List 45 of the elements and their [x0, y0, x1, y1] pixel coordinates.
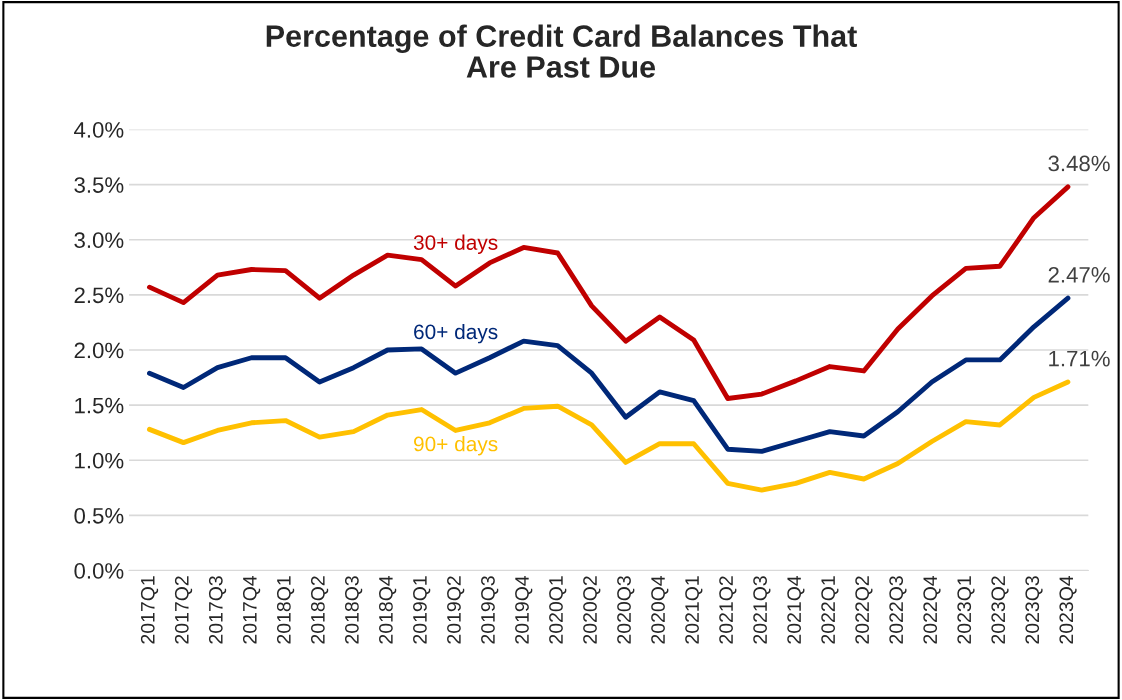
x-tick-label: 2021Q3 — [753, 576, 771, 644]
y-tick-label: 3.0% — [74, 232, 124, 249]
line-series — [147, 379, 1071, 493]
x-tick-label: 2022Q2 — [855, 576, 873, 644]
data-label: 1.71% — [1049, 350, 1110, 367]
x-tick-label: 2020Q3 — [617, 576, 635, 644]
x-tick-label: 2023Q4 — [1059, 575, 1077, 644]
chart-title: Percentage of Credit Card Balances That Are Past Due — [266, 24, 857, 78]
x-tick-label: 2018Q3 — [345, 576, 363, 644]
x-tick-label: 2023Q2 — [991, 576, 1009, 644]
x-tick-label: 2020Q4 — [651, 575, 669, 644]
x-tick-label: 2018Q1 — [276, 576, 295, 644]
x-tick-label: 2022Q3 — [889, 576, 907, 644]
x-tick-label: 2020Q2 — [583, 576, 601, 644]
y-tick-label: 2.5% — [74, 287, 124, 304]
x-tick-label: 2017Q1 — [140, 576, 159, 644]
x-tick-label: 2021Q1 — [685, 576, 703, 644]
x-tick-label: 2019Q3 — [481, 576, 499, 644]
x-tick-label: 2017Q2 — [174, 576, 193, 644]
y-tick-label: 0.5% — [74, 507, 124, 524]
x-tick-label: 2018Q2 — [310, 576, 329, 644]
x-tick-label: 2019Q1 — [413, 576, 431, 644]
x-tick-label: 2023Q3 — [1025, 576, 1043, 644]
x-tick-label: 2020Q1 — [549, 576, 567, 644]
y-tick-label: 0.0% — [74, 563, 124, 579]
x-tick-label: 2022Q1 — [821, 576, 839, 644]
series-label: 90+ days — [414, 436, 498, 456]
data-label: 2.47% — [1048, 266, 1110, 283]
series-label: 30+ days — [413, 234, 498, 255]
x-tick-label: 2019Q4 — [515, 575, 533, 644]
x-tick-label: 2021Q2 — [719, 576, 737, 644]
x-tick-label: 2019Q2 — [447, 576, 465, 644]
x-tick-label: 2022Q4 — [923, 575, 941, 644]
y-tick-label: 3.5% — [74, 177, 124, 193]
data-label: 3.48% — [1048, 155, 1110, 172]
x-tick-label: 2021Q4 — [787, 575, 805, 644]
series-label: 60+ days — [414, 323, 498, 344]
x-tick-label: 2023Q1 — [957, 576, 975, 644]
x-tick-label: 2017Q3 — [208, 576, 227, 644]
x-tick-label: 2017Q4 — [242, 575, 261, 644]
x-tick-label: 2018Q4 — [379, 575, 397, 644]
y-tick-label: 4.0% — [74, 122, 124, 138]
y-tick-label: 1.5% — [75, 397, 124, 414]
y-tick-label: 2.0% — [74, 342, 124, 359]
y-tick-label: 1.0% — [75, 452, 124, 469]
